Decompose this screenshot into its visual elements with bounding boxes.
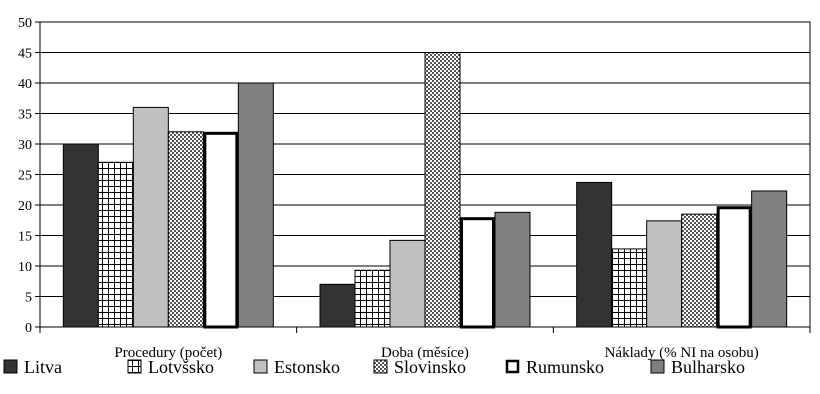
bar-estonsko-1 bbox=[389, 239, 426, 328]
bar-litva-1 bbox=[319, 283, 356, 328]
bar-estonsko-2 bbox=[646, 220, 683, 328]
bar-bulharsko-0 bbox=[237, 82, 274, 328]
y-tick-label: 10 bbox=[18, 260, 32, 275]
legend-label-rumunsko: Rumunsko bbox=[526, 357, 604, 377]
bar-estonsko-0 bbox=[132, 106, 169, 328]
legend-label-litva: Litva bbox=[24, 357, 62, 377]
legend-swatch-bulharsko bbox=[650, 359, 665, 374]
bar-litva-0 bbox=[62, 143, 99, 328]
legend-swatch-slovinsko bbox=[373, 359, 388, 374]
bar-slovinsko-2 bbox=[681, 213, 718, 328]
legend-swatch-estonsko bbox=[253, 359, 268, 374]
legend-swatch-rumunsko bbox=[505, 359, 520, 374]
bar-slovinsko-1 bbox=[424, 52, 461, 328]
bar-slovinsko-0 bbox=[167, 131, 204, 328]
legend-swatch-litva bbox=[3, 359, 18, 374]
y-tick-label: 50 bbox=[18, 16, 32, 31]
bar-rumunsko-2 bbox=[716, 206, 752, 329]
y-axis-ticks: 0 5 10 15 20 25 30 35 40 45 50 bbox=[18, 16, 40, 336]
bar-litva-2 bbox=[576, 181, 613, 328]
legend-label-estonsko: Estonsko bbox=[274, 357, 340, 377]
x-category-label: Procedury (počet) bbox=[114, 345, 222, 361]
legend-swatch-lotvšsko bbox=[127, 359, 142, 374]
bar-lotvšsko-2 bbox=[611, 248, 648, 328]
y-tick-label: 5 bbox=[25, 291, 32, 306]
y-tick-label: 0 bbox=[25, 321, 32, 336]
y-tick-label: 45 bbox=[18, 47, 32, 62]
y-tick-label: 20 bbox=[18, 199, 32, 214]
bar-rumunsko-1 bbox=[460, 217, 495, 329]
y-tick-label: 35 bbox=[18, 108, 32, 123]
y-tick-label: 25 bbox=[18, 169, 32, 184]
y-tick-label: 40 bbox=[18, 77, 32, 92]
bar-lotvšsko-0 bbox=[97, 161, 134, 328]
bar-rumunsko-0 bbox=[203, 131, 239, 329]
x-category-label: Doba (měsíce) bbox=[381, 345, 469, 361]
y-tick-label: 15 bbox=[18, 230, 32, 245]
legend-label-bulharsko: Bulharsko bbox=[671, 357, 745, 377]
legend: Litva Lotvšsko Estonsko Slovinsko Rumunsko Bu… bbox=[3, 357, 745, 377]
category-labels: Procedury (počet) Doba (měsíce) Náklady (%… bbox=[114, 345, 758, 361]
x-category-label: Náklady (% NI na osobu) bbox=[605, 345, 759, 361]
legend-label-slovinsko: Slovinsko bbox=[394, 357, 466, 377]
bar-bulharsko-2 bbox=[751, 190, 788, 328]
legend-label-lotvšsko: Lotvšsko bbox=[148, 357, 214, 377]
bars bbox=[62, 52, 788, 329]
bar-bulharsko-1 bbox=[494, 211, 531, 328]
bar-lotvšsko-1 bbox=[354, 269, 391, 328]
y-tick-label: 30 bbox=[18, 138, 32, 153]
